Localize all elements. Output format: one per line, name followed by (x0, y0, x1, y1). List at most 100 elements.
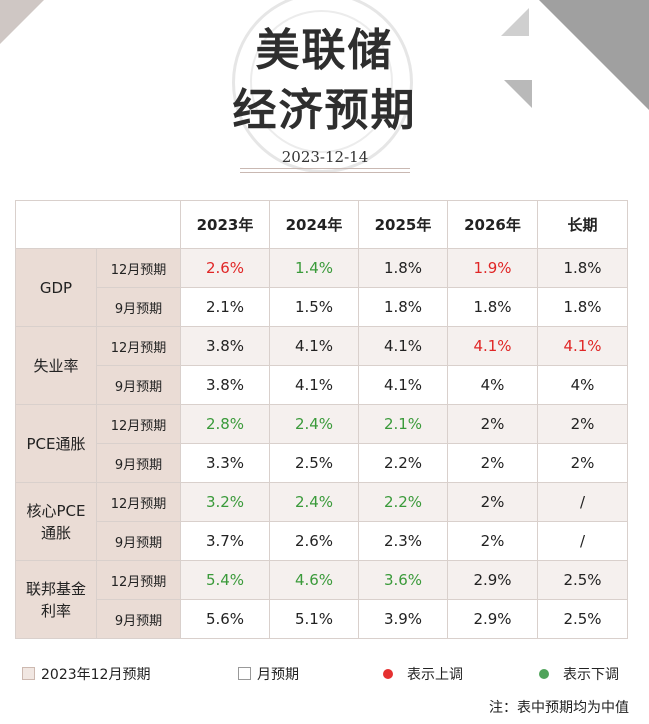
table-cell: 2% (447, 521, 538, 561)
table-row: 9月预期 5.6% 5.1% 3.9% 2.9% 2.5% (16, 599, 628, 639)
table-cell: 2.1% (358, 404, 448, 444)
table-cell: 4.1% (269, 365, 359, 405)
legend-label: 表示上调 (407, 667, 463, 683)
table-row: 9月预期 3.8% 4.1% 4.1% 4% 4% (16, 365, 628, 405)
legend-label: 月预期 (257, 667, 299, 683)
row-subcategory: 12月预期 (96, 404, 181, 444)
table-cell: 3.6% (358, 560, 448, 600)
page-title-line2: 经济预期 (232, 85, 417, 136)
footnote: 注：表中预期均为中值 (489, 700, 629, 716)
table-cell: 2.8% (180, 404, 270, 444)
row-category: PCE通胀 (15, 404, 97, 483)
row-subcategory: 9月预期 (96, 443, 181, 483)
table-cell: 2% (447, 482, 538, 522)
table-cell: 4.1% (269, 326, 359, 366)
table-cell: 4.6% (269, 560, 359, 600)
table-cell: 4.1% (537, 326, 628, 366)
table-cell: 5.1% (269, 599, 359, 639)
legend-swatch-sep (238, 667, 251, 680)
table-cell: 2.2% (358, 443, 448, 483)
column-header: 2025年 (358, 200, 448, 249)
corner-decoration-top-left (0, 0, 44, 44)
table-cell: 2.5% (537, 599, 628, 639)
table-cell: 2.2% (358, 482, 448, 522)
column-header: 2023年 (180, 200, 270, 249)
table-cell: 1.8% (358, 287, 448, 327)
table-corner-cell (15, 200, 181, 249)
table-cell: 1.9% (447, 248, 538, 288)
table-cell: 3.9% (358, 599, 448, 639)
projections-table: 2023年 2024年 2025年 2026年 长期 GDP 12月预期 2.6% 1… (15, 200, 628, 639)
table-cell: 1.4% (269, 248, 359, 288)
table-cell: 2.6% (269, 521, 359, 561)
row-subcategory: 12月预期 (96, 326, 181, 366)
legend-swatch-dec (22, 667, 35, 680)
row-subcategory: 12月预期 (96, 560, 181, 600)
table-cell: 5.6% (180, 599, 270, 639)
release-date: 2023-12-14 (281, 148, 369, 166)
row-category: 失业率 (15, 326, 97, 405)
row-subcategory: 12月预期 (96, 482, 181, 522)
row-subcategory: 9月预期 (96, 365, 181, 405)
table-header-row: 2023年 2024年 2025年 2026年 长期 (15, 200, 628, 249)
table-cell: / (537, 482, 628, 522)
table-row: 9月预期 2.1% 1.5% 1.8% 1.8% 1.8% (16, 287, 628, 327)
table-cell: 3.8% (180, 326, 270, 366)
column-header: 2024年 (269, 200, 359, 249)
date-block: 2023-12-14 (230, 146, 420, 176)
table-row: 失业率 12月预期 3.8% 4.1% 4.1% 4.1% 4.1% (15, 326, 628, 405)
table-cell: 2.4% (269, 482, 359, 522)
table-cell: 3.3% (180, 443, 270, 483)
table-cell: 1.8% (537, 287, 628, 327)
column-header: 2026年 (447, 200, 538, 249)
table-cell: 4.1% (358, 326, 448, 366)
table-cell: 4.1% (447, 326, 538, 366)
legend-label: 2023年12月预期 (41, 667, 151, 683)
seal-watermark-inner (250, 10, 393, 153)
table-cell: 2.1% (180, 287, 270, 327)
table-cell: 4.1% (358, 365, 448, 405)
legend-down: 表示下调 (539, 664, 619, 684)
legend-sep: 月预期 (238, 664, 299, 684)
table-cell: 2.6% (180, 248, 270, 288)
green-dot-icon (539, 669, 549, 679)
table-cell: 2.9% (447, 599, 538, 639)
table-row: 9月预期 3.3% 2.5% 2.2% 2% 2% (16, 443, 628, 483)
table-cell: 3.2% (180, 482, 270, 522)
corner-decoration-top-right (539, 0, 649, 110)
row-subcategory: 9月预期 (96, 287, 181, 327)
table-cell: 2.3% (358, 521, 448, 561)
table-row: 核心PCE 通胀 12月预期 3.2% 2.4% 2.2% 2% / (15, 482, 628, 561)
table-cell: 1.8% (447, 287, 538, 327)
column-header: 长期 (537, 200, 628, 249)
row-category: GDP (15, 248, 97, 327)
table-cell: 2.4% (269, 404, 359, 444)
table-cell: 2% (537, 443, 628, 483)
table-row: 9月预期 3.7% 2.6% 2.3% 2% / (16, 521, 628, 561)
seal-watermark (232, 0, 413, 173)
row-subcategory: 9月预期 (96, 521, 181, 561)
legend-dec: 2023年12月预期 (22, 664, 150, 684)
table-cell: 2% (447, 443, 538, 483)
table-cell: 4% (447, 365, 538, 405)
table-cell: 2% (537, 404, 628, 444)
legend-label: 表示下调 (563, 667, 619, 683)
row-category: 联邦基金 利率 (15, 560, 97, 639)
table-cell: 1.8% (537, 248, 628, 288)
table-cell: 4% (537, 365, 628, 405)
table-cell: 3.7% (180, 521, 270, 561)
date-underline (240, 168, 410, 173)
red-dot-icon (383, 669, 393, 679)
triangle-decoration (501, 8, 529, 36)
row-subcategory: 12月预期 (96, 248, 181, 288)
legend-up: 表示上调 (383, 664, 463, 684)
page-title-line1: 美联储 (255, 25, 394, 76)
table-cell: 1.5% (269, 287, 359, 327)
table-cell: / (537, 521, 628, 561)
table-cell: 2.5% (269, 443, 359, 483)
table-cell: 3.8% (180, 365, 270, 405)
table-cell: 2.9% (447, 560, 538, 600)
table-row: GDP 12月预期 2.6% 1.4% 1.8% 1.9% 1.8% (15, 248, 628, 327)
row-category: 核心PCE 通胀 (15, 482, 97, 561)
table-row: 联邦基金 利率 12月预期 5.4% 4.6% 3.6% 2.9% 2.5% (15, 560, 628, 639)
